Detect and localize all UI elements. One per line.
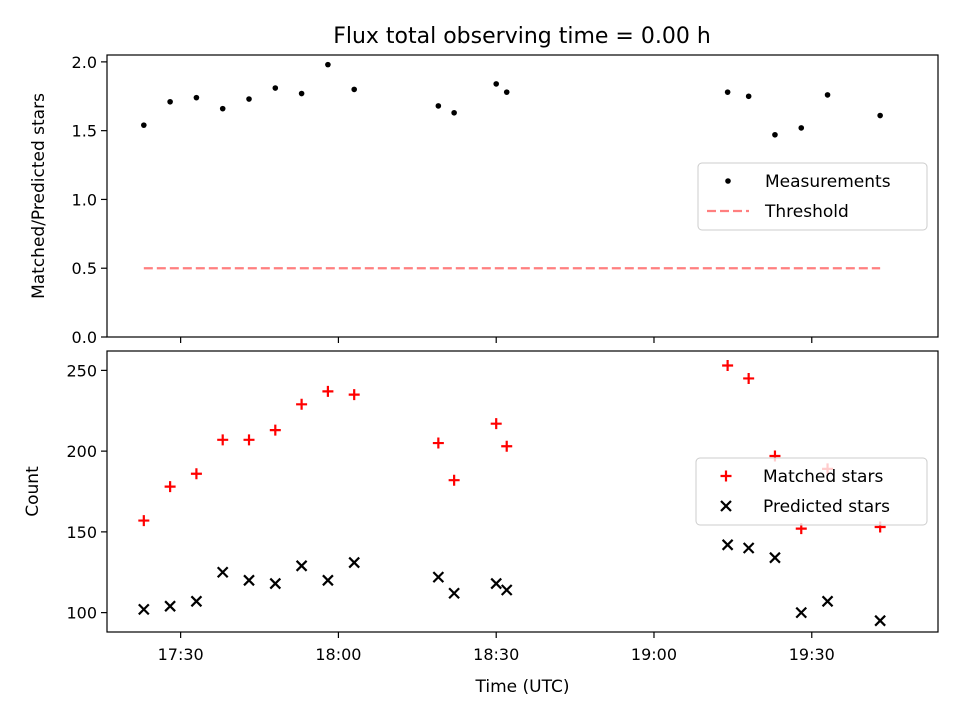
- legend-marker: [720, 500, 732, 512]
- data-point: [821, 595, 834, 608]
- data-point: [743, 372, 755, 384]
- legend-marker: [720, 470, 732, 482]
- data-point: [795, 606, 808, 619]
- data-point: [322, 385, 334, 397]
- ratio-panel: 0.0 0.5 1.0 1.5 2.0 Matched/Predicted stars Me…: [29, 53, 939, 347]
- y-tick-label: 0.5: [72, 259, 97, 278]
- data-point: [296, 398, 308, 410]
- data-point: [138, 515, 150, 527]
- data-point: [745, 93, 752, 100]
- data-point: [432, 437, 444, 449]
- legend-box: [695, 457, 928, 526]
- y-tick-label: 150: [66, 523, 97, 542]
- data-point: [167, 98, 173, 105]
- y-tick-label: 1.5: [72, 122, 97, 141]
- data-point: [721, 539, 734, 551]
- data-point: [448, 474, 460, 486]
- y-tick-label: 2.0: [72, 53, 97, 72]
- data-point: [193, 94, 200, 101]
- data-point: [877, 112, 883, 119]
- y-axis-label: Matched/Predicted stars: [29, 93, 49, 299]
- data-point: [490, 418, 502, 430]
- data-point: [742, 542, 755, 554]
- x-tick-label: 17:30: [158, 645, 204, 664]
- data-point: [325, 61, 331, 68]
- data-point: [772, 131, 778, 138]
- data-point: [272, 85, 279, 91]
- data-point: [351, 86, 357, 93]
- data-point: [243, 434, 255, 446]
- data-point: [724, 89, 731, 95]
- legend-label: Measurements: [765, 172, 891, 192]
- legend-marker: [725, 178, 731, 184]
- data-point: [269, 577, 282, 590]
- x-axis-label: Time (UTC): [475, 677, 570, 697]
- data-point: [348, 389, 360, 401]
- data-point: [269, 424, 281, 436]
- data-point: [448, 587, 460, 600]
- y-axis-label: Count: [23, 466, 43, 517]
- data-point: [503, 89, 510, 95]
- plot-frame: [106, 350, 939, 633]
- data-point: [190, 468, 202, 480]
- data-point: [141, 122, 147, 128]
- legend-label: Predicted stars: [763, 497, 890, 517]
- x-tick-label: 19:00: [631, 645, 677, 664]
- data-point: [219, 105, 226, 112]
- data-point: [769, 551, 781, 564]
- data-point: [348, 556, 360, 569]
- y-tick-label: 0.0: [72, 328, 97, 347]
- data-point: [243, 574, 255, 587]
- x-tick-label: 18:00: [315, 645, 361, 664]
- legend-label: Matched stars: [763, 467, 883, 487]
- data-point: [164, 600, 176, 612]
- legend: Matched stars Predicted stars: [695, 457, 928, 526]
- data-point: [138, 603, 150, 616]
- data-point: [295, 560, 308, 572]
- data-point: [501, 440, 513, 452]
- data-point: [493, 81, 500, 87]
- y-tick-label: 100: [66, 604, 97, 623]
- x-tick-label: 18:30: [473, 645, 519, 664]
- data-point: [216, 566, 229, 579]
- data-point: [246, 96, 252, 102]
- data-point: [298, 90, 305, 97]
- chart-title: Flux total observing time = 0.00 h: [333, 24, 711, 49]
- x-tick-label: 19:30: [789, 645, 835, 664]
- data-point: [824, 92, 831, 98]
- data-point: [798, 125, 805, 131]
- data-point: [435, 103, 442, 109]
- y-tick-label: 200: [66, 442, 97, 461]
- series-predicted-stars: [138, 539, 886, 627]
- data-point: [432, 571, 445, 583]
- data-point: [451, 109, 457, 116]
- data-point: [490, 577, 502, 590]
- data-point: [722, 360, 734, 372]
- plot-frame: [106, 54, 939, 338]
- data-point: [322, 574, 334, 587]
- data-point: [217, 434, 229, 446]
- legend-label: Threshold: [764, 202, 849, 222]
- data-point: [500, 584, 513, 596]
- legend-box: [697, 162, 928, 231]
- y-tick-label: 250: [66, 361, 97, 380]
- series-measurements: [141, 61, 883, 138]
- data-point: [190, 595, 203, 608]
- data-point: [164, 481, 176, 493]
- count-panel: 100 150 200 250 17:30 18:00 18:30 19:00 19:30 Cou…: [23, 350, 939, 697]
- data-point: [874, 614, 886, 627]
- legend: Measurements Threshold: [697, 162, 928, 231]
- y-tick-label: 1.0: [72, 190, 97, 209]
